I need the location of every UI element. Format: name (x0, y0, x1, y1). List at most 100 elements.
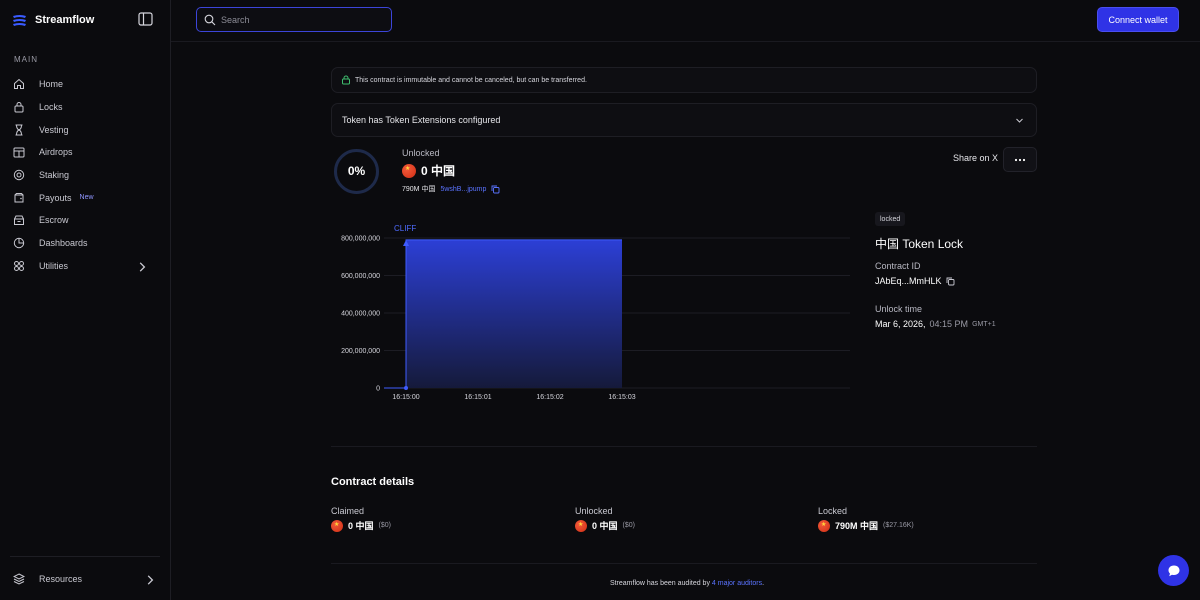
sidebar-item-label: Utilities (39, 260, 69, 271)
unlocked-amount: 0 中国 (402, 162, 455, 179)
claimed-value: 0 中国 ($0) (331, 519, 391, 532)
ellipsis-icon (1014, 158, 1026, 161)
token-address-link[interactable]: 5wshB...jpump (440, 185, 487, 193)
chevron-down-icon (1016, 118, 1023, 123)
unlock-time: Mar 6, 2026, 04:15 PM GMT+1 (875, 319, 996, 329)
y-tick-label: 800,000,000 (341, 236, 380, 243)
cliff-marker (403, 240, 409, 246)
sidebar-item-label: Airdrops (39, 147, 73, 158)
unlocked-label: Unlocked (402, 148, 440, 158)
sidebar-item-label: Locks (39, 102, 63, 113)
sidebar-item-utilities[interactable]: Utilities (0, 255, 171, 278)
claimed-amount: 0 中国 (348, 521, 374, 531)
sidebar-item-escrow[interactable]: Escrow (0, 209, 171, 232)
topbar: Connect wallet (171, 0, 1200, 42)
lock-title: 中国 Token Lock (875, 237, 964, 251)
token-flag-icon (402, 163, 416, 178)
sidebar-toggle-icon[interactable] (138, 12, 153, 26)
token-flag-icon (575, 519, 587, 532)
hourglass-icon (15, 124, 23, 136)
search-icon (204, 14, 216, 25)
brand[interactable]: Streamflow (12, 11, 94, 29)
claimed-usd: ($0) (378, 522, 391, 529)
streamflow-logo-icon (13, 14, 26, 26)
airdrop-icon (13, 147, 25, 158)
locked-usd: ($27.16K) (883, 522, 914, 529)
contract-id-value: JAbEq...MmHLK (875, 276, 942, 286)
x-tick-label: 16:15:00 (392, 394, 419, 401)
payouts-icon (14, 192, 24, 203)
search-input[interactable] (221, 14, 381, 25)
share-on-x-button[interactable]: Share on X (953, 153, 999, 163)
x-tick-label: 16:15:02 (536, 394, 563, 401)
contract-id: JAbEq...MmHLK (875, 276, 955, 286)
sidebar-item-airdrops[interactable]: Airdrops (0, 141, 171, 164)
section-divider (331, 446, 1037, 447)
sidebar-item-vesting[interactable]: Vesting (0, 118, 171, 141)
unlocked-amount-value: 0 中国 (421, 164, 456, 178)
sidebar-item-label: Vesting (39, 124, 69, 135)
unlock-time-label: Unlock time (875, 304, 923, 314)
sidebar-item-locks[interactable]: Locks (0, 96, 171, 119)
audit-prefix: Streamflow has been audited by (609, 580, 710, 587)
sidebar-item-resources[interactable]: Resources (0, 568, 171, 591)
locked-amount: 790M 中国 (835, 521, 879, 531)
auditors-link[interactable]: 4 major auditors (711, 580, 763, 587)
utilities-icon (14, 260, 24, 271)
sidebar-item-label: Home (39, 79, 64, 90)
chat-button[interactable] (1158, 555, 1189, 586)
claimed-label: Claimed (331, 506, 365, 516)
copy-icon[interactable] (491, 185, 500, 194)
y-tick-label: 0 (376, 386, 380, 393)
sidebar: Streamflow MAIN Home Locks Vesting Airdr… (0, 0, 171, 600)
section-divider (331, 563, 1037, 564)
sidebar-item-label: Staking (39, 170, 70, 181)
supply-value: 790M 中国 (402, 186, 436, 193)
notice-text: This contract is immutable and cannot be… (355, 76, 587, 84)
unlock-date: Mar 6, 2026, (875, 319, 926, 329)
series-line (405, 239, 622, 388)
contract-id-label: Contract ID (875, 261, 921, 271)
y-tick-label: 200,000,000 (341, 348, 380, 355)
sidebar-nav: Home Locks Vesting Airdrops Staking Payo… (0, 73, 171, 277)
audit-suffix: . (762, 580, 765, 587)
token-flag-icon (331, 519, 343, 532)
sidebar-item-label: Resources (39, 574, 83, 585)
more-options-button[interactable] (1003, 147, 1037, 172)
contract-details-title: Contract details (331, 476, 415, 488)
audit-note: Streamflow has been audited by 4 major a… (331, 580, 1043, 587)
unlocked-detail-value: 0 中国 ($0) (575, 519, 635, 532)
sidebar-resources[interactable]: Resources (0, 568, 171, 591)
sidebar-item-home[interactable]: Home (0, 73, 171, 96)
x-tick-label: 16:15:01 (464, 394, 491, 401)
locked-label: Locked (818, 506, 848, 516)
sidebar-item-dashboards[interactable]: Dashboards (0, 232, 171, 255)
sidebar-divider (10, 556, 160, 557)
unlock-tz: GMT+1 (972, 320, 996, 328)
token-flag-icon (818, 519, 830, 532)
progress-percent: 0% (347, 164, 366, 178)
home-icon (14, 79, 24, 90)
chat-icon (1168, 565, 1179, 576)
connect-wallet-button[interactable]: Connect wallet (1097, 7, 1179, 32)
token-extensions-accordion[interactable]: Token has Token Extensions configured (331, 103, 1037, 137)
progress-ring (334, 149, 379, 194)
unlocked-detail-label: Unlocked (575, 506, 613, 516)
escrow-icon (14, 215, 24, 226)
sidebar-item-label: Escrow (39, 215, 69, 226)
unlock-chart: 800,000,000 600,000,000 400,000,000 200,000… (341, 224, 850, 401)
unlocked-detail-usd: ($0) (622, 522, 635, 529)
section-label-main: MAIN (14, 55, 38, 64)
unlock-clock: 04:15 PM (929, 319, 969, 329)
sidebar-item-label: Payouts (39, 192, 72, 203)
status-badge: locked (875, 212, 906, 226)
brand-name: Streamflow (35, 14, 95, 26)
locked-value: 790M 中国 ($27.16K) (818, 519, 914, 532)
sidebar-item-label: Dashboards (39, 238, 88, 249)
search-box[interactable] (196, 7, 392, 32)
lock-icon (342, 75, 350, 85)
copy-icon[interactable] (946, 277, 955, 286)
sidebar-item-payouts[interactable]: Payouts New (0, 186, 171, 209)
sidebar-item-staking[interactable]: Staking (0, 164, 171, 187)
chevron-right-icon (139, 261, 146, 272)
